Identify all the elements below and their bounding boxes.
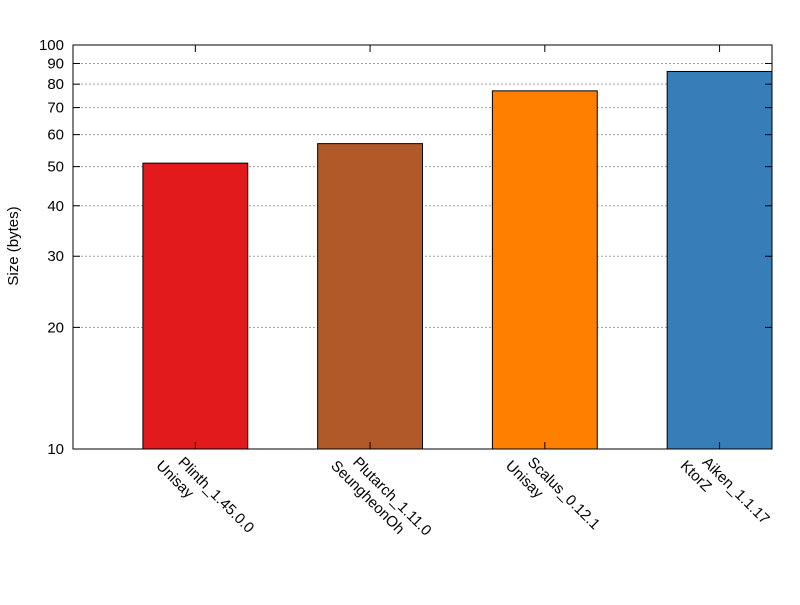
x-category-label-line1: Aiken_1.1.17 bbox=[699, 454, 773, 528]
y-tick-label: 70 bbox=[47, 100, 64, 117]
y-tick-label: 20 bbox=[47, 319, 64, 336]
y-tick-label: 90 bbox=[47, 55, 64, 72]
y-tick-label: 10 bbox=[47, 441, 64, 458]
bar bbox=[491, 90, 598, 450]
y-tick-label: 40 bbox=[47, 198, 64, 215]
plot-frame bbox=[72, 44, 773, 450]
bar bbox=[666, 70, 773, 450]
y-axis-label: Size (bytes) bbox=[5, 206, 22, 285]
bar bbox=[317, 143, 423, 450]
y-tick-label: 50 bbox=[47, 159, 64, 176]
bar bbox=[142, 162, 249, 450]
y-tick-label: 80 bbox=[47, 76, 64, 93]
y-tick-label: 60 bbox=[47, 127, 64, 144]
y-tick-label: 30 bbox=[47, 248, 64, 265]
y-tick-label: 100 bbox=[39, 37, 64, 54]
